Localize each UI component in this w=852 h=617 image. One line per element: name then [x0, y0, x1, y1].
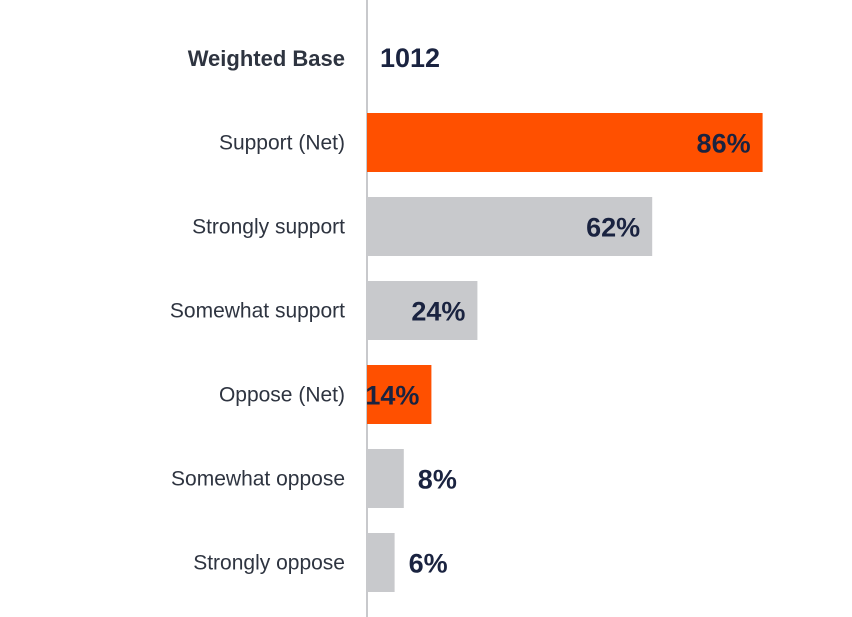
- value-label: 8%: [418, 465, 457, 495]
- weighted-base-value: 1012: [380, 43, 440, 73]
- bar-strongly-oppose: [367, 533, 395, 592]
- bar-oppose-net: [367, 365, 432, 424]
- category-label: Strongly support: [192, 216, 345, 239]
- bars-group: Support (Net) 86% Strongly support 62% Somew…: [170, 113, 763, 592]
- value-label: 24%: [411, 297, 465, 327]
- category-label: Support (Net): [219, 132, 345, 155]
- category-label: Somewhat oppose: [171, 468, 345, 491]
- category-label: Strongly oppose: [193, 552, 345, 575]
- value-label: 86%: [697, 129, 751, 159]
- bar-somewhat-support: [367, 281, 478, 340]
- bar-somewhat-oppose: [367, 449, 404, 508]
- bar-support-net: [367, 113, 763, 172]
- category-label: Somewhat support: [170, 300, 345, 323]
- value-label: 6%: [409, 549, 448, 579]
- value-label: 14%: [365, 381, 419, 411]
- category-label: Oppose (Net): [219, 384, 345, 407]
- weighted-base-label: Weighted Base: [188, 46, 345, 71]
- bar-strongly-support: [367, 197, 653, 256]
- value-label: 62%: [586, 213, 640, 243]
